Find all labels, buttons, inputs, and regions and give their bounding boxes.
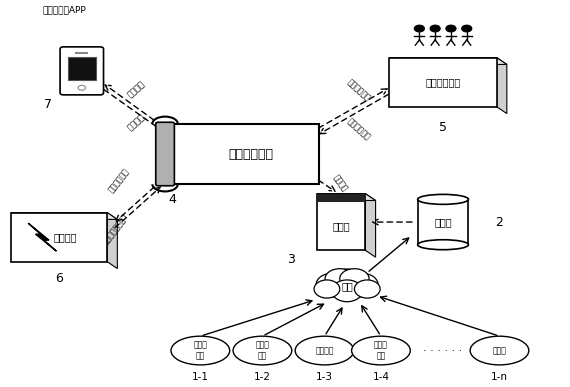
Polygon shape <box>107 212 117 269</box>
Ellipse shape <box>418 240 469 250</box>
Text: 上传数据: 上传数据 <box>331 173 349 193</box>
Text: 疲劳度: 疲劳度 <box>492 346 506 355</box>
Bar <box>317 194 365 202</box>
Polygon shape <box>496 58 507 113</box>
Circle shape <box>430 25 440 32</box>
Polygon shape <box>365 194 376 257</box>
Ellipse shape <box>314 280 340 298</box>
Ellipse shape <box>325 269 355 289</box>
Text: 人员定位模块: 人员定位模块 <box>425 77 461 87</box>
Text: 检查时
间隔: 检查时 间隔 <box>374 341 388 360</box>
Ellipse shape <box>340 269 369 289</box>
Ellipse shape <box>352 336 410 365</box>
FancyBboxPatch shape <box>68 57 96 80</box>
Ellipse shape <box>327 269 367 298</box>
Text: 安检系统平台: 安检系统平台 <box>229 147 274 161</box>
Text: 4: 4 <box>168 193 176 206</box>
Ellipse shape <box>332 280 363 302</box>
Ellipse shape <box>470 336 529 365</box>
Circle shape <box>462 25 472 32</box>
Bar <box>172 124 319 184</box>
Bar <box>11 212 107 262</box>
Text: 1-3: 1-3 <box>316 372 333 382</box>
Text: 信息: 信息 <box>341 281 353 291</box>
FancyBboxPatch shape <box>156 122 174 186</box>
Text: 6: 6 <box>55 272 63 285</box>
Bar <box>418 199 469 245</box>
Text: · · · · · ·: · · · · · · <box>424 346 463 356</box>
Text: 7: 7 <box>44 98 52 111</box>
Text: 1-n: 1-n <box>491 372 508 382</box>
Text: 3: 3 <box>287 253 295 266</box>
Ellipse shape <box>233 336 292 365</box>
FancyBboxPatch shape <box>60 47 104 95</box>
Polygon shape <box>389 58 507 65</box>
Text: 人员实时消息: 人员实时消息 <box>345 117 372 142</box>
Polygon shape <box>28 223 56 251</box>
Ellipse shape <box>171 336 230 365</box>
Bar <box>389 58 496 107</box>
Text: 安全检
查点: 安全检 查点 <box>193 341 207 360</box>
Polygon shape <box>317 194 376 200</box>
Ellipse shape <box>355 280 380 298</box>
Text: 预警检测度量: 预警检测度量 <box>107 167 132 194</box>
Text: 人车行
路点: 人车行 路点 <box>255 341 270 360</box>
Text: 1-4: 1-4 <box>372 372 389 382</box>
Text: 1-2: 1-2 <box>254 372 271 382</box>
Text: 5: 5 <box>439 121 447 134</box>
Ellipse shape <box>295 336 354 365</box>
Text: 数据库: 数据库 <box>434 217 452 227</box>
Text: 移动客户端APP: 移动客户端APP <box>42 5 86 14</box>
Text: 1-1: 1-1 <box>192 372 209 382</box>
Text: 人员路径规划: 人员路径规划 <box>345 78 372 103</box>
Circle shape <box>78 86 86 90</box>
Text: 服务器: 服务器 <box>333 221 350 231</box>
Ellipse shape <box>349 274 378 297</box>
Text: 派检路线: 派检路线 <box>126 79 147 99</box>
Text: 在岗人员: 在岗人员 <box>315 346 334 355</box>
Circle shape <box>446 25 456 32</box>
Text: 预警模块: 预警模块 <box>53 232 76 242</box>
Circle shape <box>414 25 425 32</box>
Ellipse shape <box>418 194 469 204</box>
Polygon shape <box>11 212 117 219</box>
Text: 2: 2 <box>495 216 503 229</box>
Ellipse shape <box>316 274 345 297</box>
Bar <box>317 194 365 250</box>
Text: 确认工作: 确认工作 <box>126 113 147 132</box>
Text: 采取措施通知并↑: 采取措施通知并↑ <box>100 210 132 246</box>
